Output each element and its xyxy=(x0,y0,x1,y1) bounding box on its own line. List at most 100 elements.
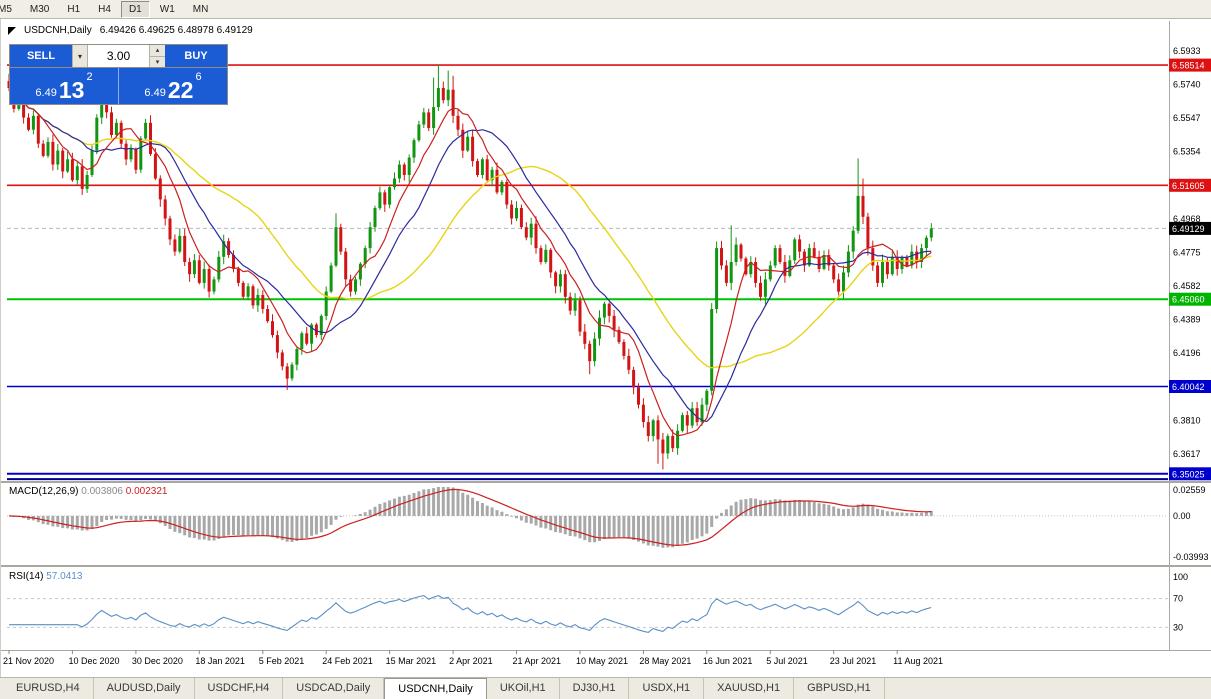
svg-text:6.40042: 6.40042 xyxy=(1172,382,1205,392)
time-axis-splitter xyxy=(1,650,1211,651)
svg-text:6.5933: 6.5933 xyxy=(1173,46,1201,56)
sell-button[interactable]: SELL xyxy=(10,45,72,67)
timeframe-button-D1[interactable]: D1 xyxy=(120,0,150,18)
chart-tabs-bar: EURUSD,H4 AUDUSD,Daily USDCHF,H4 USDCAD,Dai… xyxy=(0,677,1211,699)
rsi-indicator-label: RSI(14) 57.0413 xyxy=(9,571,82,582)
timeframe-button-H1[interactable]: H1 xyxy=(67,3,81,15)
sell-price-prefix: 6.49 xyxy=(35,87,57,99)
volume-input[interactable]: 3.00 xyxy=(88,45,149,67)
svg-text:6.45060: 6.45060 xyxy=(1172,295,1205,305)
buy-price-sup: 6 xyxy=(195,71,202,83)
svg-text:21 Nov 2020: 21 Nov 2020 xyxy=(3,656,54,666)
svg-text:2 Apr 2021: 2 Apr 2021 xyxy=(449,656,493,666)
svg-text:18 Jan 2021: 18 Jan 2021 xyxy=(195,656,245,666)
rsi-line xyxy=(9,595,932,633)
svg-text:6.58514: 6.58514 xyxy=(1172,61,1205,71)
macd-signal-line xyxy=(8,488,932,546)
svg-text:11 Aug 2021: 11 Aug 2021 xyxy=(893,656,943,666)
svg-text:6.5354: 6.5354 xyxy=(1173,147,1201,157)
trade-controls-row: SELL ▾ 3.00 ▴ ▾ BUY xyxy=(10,45,227,68)
spin-up-icon[interactable]: ▴ xyxy=(150,45,165,57)
price-divider xyxy=(118,68,119,104)
svg-text:6.4196: 6.4196 xyxy=(1173,348,1201,358)
svg-text:5 Jul 2021: 5 Jul 2021 xyxy=(766,656,808,666)
price-badge xyxy=(1169,380,1211,393)
timeframe-button-M5[interactable]: M5 xyxy=(0,3,12,15)
price-axis: 6.59336.57406.55476.53546.51616.49686.47… xyxy=(1173,46,1201,459)
buy-price[interactable]: 6.49 22 6 xyxy=(119,68,227,104)
chart-tab-DJ30-H1[interactable]: DJ30,H1 xyxy=(560,678,630,699)
macd-main-value: 0.003806 xyxy=(81,486,123,497)
price-badges: 6.58514 6.51605 6.45060 6.40042 6.35025 6.491… xyxy=(1169,58,1211,481)
svg-text:6.51605: 6.51605 xyxy=(1172,181,1205,191)
svg-text:21 Apr 2021: 21 Apr 2021 xyxy=(513,656,562,666)
rsi-splitter[interactable] xyxy=(1,565,1211,567)
macd-indicator-label: MACD(12,26,9) 0.003806 0.002321 xyxy=(9,486,167,497)
rsi-value: 57.0413 xyxy=(46,571,83,582)
chart-tab-EURUSD-H4[interactable]: EURUSD,H4 xyxy=(3,678,94,699)
rsi-name: RSI(14) xyxy=(9,571,44,582)
chart-canvas[interactable]: 6.59336.57406.55476.53546.51616.49686.47… xyxy=(1,19,1211,677)
svg-text:6.3810: 6.3810 xyxy=(1173,415,1201,425)
svg-text:6.5740: 6.5740 xyxy=(1173,80,1201,90)
chart-window: 6.59336.57406.55476.53546.51616.49686.47… xyxy=(0,19,1211,677)
timeframe-button-MN[interactable]: MN xyxy=(192,3,209,15)
macd-name: MACD(12,26,9) xyxy=(9,486,79,497)
chart-tab-USDX-H1[interactable]: USDX,H1 xyxy=(629,678,705,699)
svg-text:0.00: 0.00 xyxy=(1173,511,1191,521)
spin-down-icon[interactable]: ▾ xyxy=(150,56,165,67)
ohlc-values: 6.49426 6.49625 6.48978 6.49129 xyxy=(99,25,253,36)
volume-spinner[interactable]: ▴ ▾ xyxy=(149,45,165,67)
svg-text:15 Mar 2021: 15 Mar 2021 xyxy=(386,656,437,666)
symbol-period-label: USDCNH,Daily xyxy=(24,25,92,36)
price-badge xyxy=(1169,221,1211,235)
timeframe-button-H4[interactable]: H4 xyxy=(98,3,111,15)
volume-dropdown-icon[interactable]: ▾ xyxy=(72,45,88,67)
time-axis: 21 Nov 2020 10 Dec 2020 30 Dec 2020 18 Jan … xyxy=(3,650,943,666)
trade-prices-row: 6.49 13 2 6.49 22 6 xyxy=(10,68,227,104)
macd-splitter[interactable] xyxy=(1,481,1211,483)
price-badge xyxy=(1169,178,1211,192)
chart-title: USDCNH,Daily 6.49426 6.49625 6.48978 6.4… xyxy=(8,25,253,36)
chart-tab-AUDUSD-Daily[interactable]: AUDUSD,Daily xyxy=(94,678,195,699)
one-click-trading-panel: SELL ▾ 3.00 ▴ ▾ BUY 6.49 13 2 6.49 22 6 xyxy=(9,44,228,105)
svg-text:10 Dec 2020: 10 Dec 2020 xyxy=(68,656,119,666)
moving-averages xyxy=(8,87,932,437)
timeframe-button-W1[interactable]: W1 xyxy=(159,3,175,15)
svg-text:6.5547: 6.5547 xyxy=(1173,113,1201,123)
buy-price-big: 22 xyxy=(167,77,194,103)
svg-text:100: 100 xyxy=(1173,572,1188,582)
buy-price-prefix: 6.49 xyxy=(144,87,166,99)
one-click-panel-toggle-icon[interactable] xyxy=(8,26,16,35)
svg-text:0.02559: 0.02559 xyxy=(1173,485,1206,495)
svg-text:30 Dec 2020: 30 Dec 2020 xyxy=(132,656,183,666)
svg-text:6.4389: 6.4389 xyxy=(1173,315,1201,325)
svg-text:24 Feb 2021: 24 Feb 2021 xyxy=(322,656,373,666)
chart-tab-USDCNH-Daily[interactable]: USDCNH,Daily xyxy=(384,678,487,699)
svg-text:70: 70 xyxy=(1173,594,1183,604)
svg-text:6.4968: 6.4968 xyxy=(1173,214,1201,224)
svg-text:6.49129: 6.49129 xyxy=(1172,224,1205,234)
buy-button[interactable]: BUY xyxy=(165,45,227,67)
svg-text:6.35025: 6.35025 xyxy=(1172,469,1205,479)
macd-histogram xyxy=(12,487,933,548)
svg-text:-0.03993: -0.03993 xyxy=(1173,552,1209,562)
chart-tab-USDCAD-Daily[interactable]: USDCAD,Daily xyxy=(283,678,385,699)
ma-line-8 xyxy=(8,87,932,437)
svg-text:10 May 2021: 10 May 2021 xyxy=(576,656,628,666)
ma-line-16 xyxy=(8,87,932,423)
chart-tab-UKOil-H1[interactable]: UKOil,H1 xyxy=(487,678,560,699)
svg-text:23 Jul 2021: 23 Jul 2021 xyxy=(830,656,877,666)
svg-text:28 May 2021: 28 May 2021 xyxy=(639,656,691,666)
chart-tab-XAUUSD-H1[interactable]: XAUUSD,H1 xyxy=(704,678,795,699)
price-axis-separator xyxy=(1169,21,1170,650)
sell-price[interactable]: 6.49 13 2 xyxy=(10,68,118,104)
svg-text:6.4775: 6.4775 xyxy=(1173,247,1201,257)
chart-tab-USDCHF-H4[interactable]: USDCHF,H4 xyxy=(195,678,284,699)
timeframe-toolbar: M5 M30 H1 H4 D1 W1 MN xyxy=(0,0,1211,19)
ma-line-34 xyxy=(8,87,932,369)
timeframe-button-M30[interactable]: M30 xyxy=(29,3,50,15)
chart-tab-GBPUSD-H1[interactable]: GBPUSD,H1 xyxy=(794,678,885,699)
price-badge xyxy=(1169,467,1211,481)
svg-text:16 Jun 2021: 16 Jun 2021 xyxy=(703,656,753,666)
